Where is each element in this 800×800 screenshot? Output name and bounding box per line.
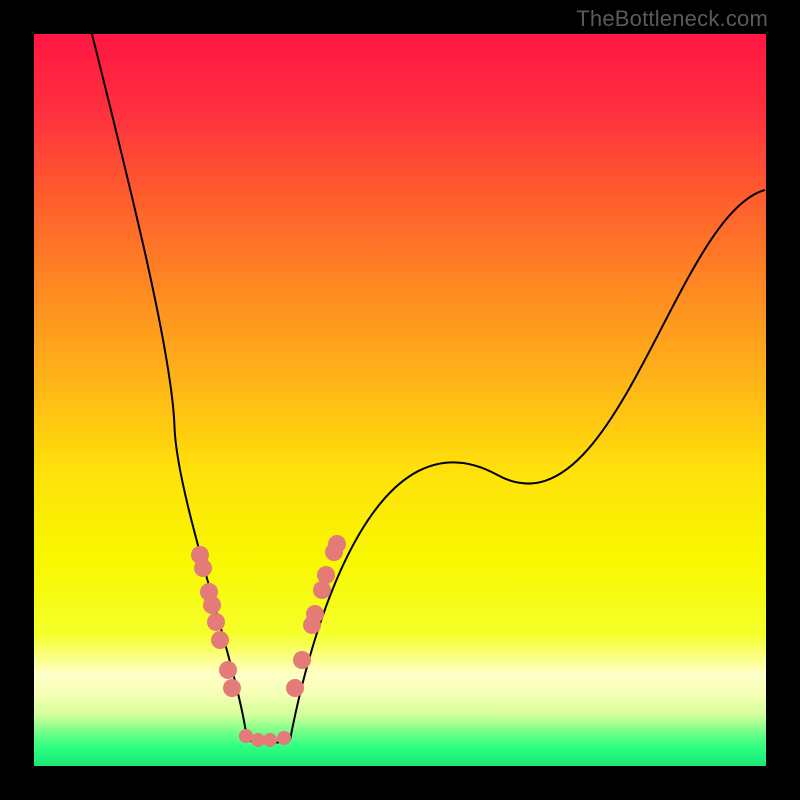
- bottleneck-chart: [0, 0, 800, 800]
- watermark-text: TheBottleneck.com: [576, 6, 768, 32]
- chart-container: TheBottleneck.com: [0, 0, 800, 800]
